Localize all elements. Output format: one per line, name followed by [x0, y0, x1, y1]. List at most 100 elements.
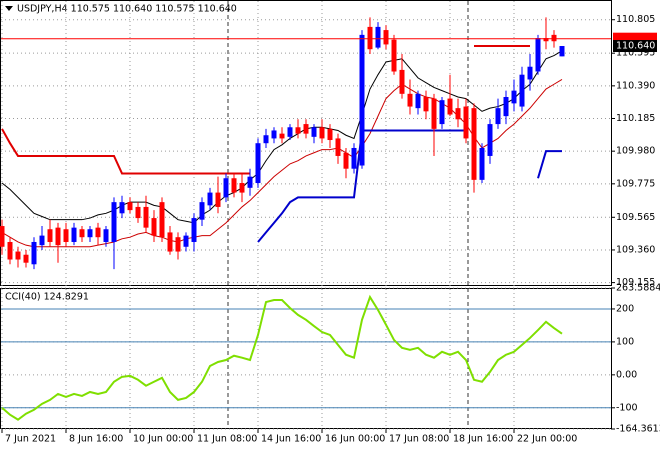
- y-tick-label: 110.805: [616, 14, 655, 25]
- candle-body: [15, 251, 21, 260]
- y-tick-label: 0.00: [616, 369, 637, 380]
- candle-body: [503, 97, 509, 117]
- x-tick-label: 14 Jun 16:00: [261, 434, 321, 445]
- candle-body: [295, 127, 301, 134]
- cci-line: [1, 294, 563, 421]
- candle-body: [55, 227, 61, 246]
- candle-body: [463, 106, 469, 139]
- candle-body: [447, 98, 453, 115]
- candle-body: [287, 127, 293, 137]
- candle-body: [391, 39, 397, 72]
- candle-body: [127, 202, 133, 211]
- y-tick-label: -164.3613: [616, 424, 660, 435]
- candle-body: [95, 227, 101, 238]
- x-tick-label: 11 Jun 08:00: [197, 434, 257, 445]
- y-tick-label: 263.5884: [616, 283, 660, 294]
- y-tick-label: -100: [616, 402, 638, 413]
- cci-title: CCI(40) 124.8291: [5, 292, 89, 303]
- x-tick-label: 10 Jun 00:00: [133, 434, 193, 445]
- candle-body: [487, 124, 493, 156]
- candle-body: [519, 74, 525, 107]
- candle-body: [407, 93, 413, 107]
- candle-body: [191, 218, 197, 242]
- candle-body: [103, 229, 109, 242]
- main-title: USDJPY,H4 110.575 110.640 110.575 110.64…: [17, 4, 237, 15]
- candle-body: [543, 38, 549, 42]
- candle-body: [479, 147, 485, 180]
- candle-body: [263, 135, 269, 144]
- candle-body: [535, 38, 541, 72]
- x-tick-label: 16 Jun 00:00: [325, 434, 385, 445]
- candle-body: [559, 46, 565, 57]
- indicator-line: [1, 79, 563, 248]
- candle-body: [511, 90, 517, 104]
- candle-body: [119, 202, 125, 214]
- candle-body: [303, 124, 309, 134]
- y-tick-label: 109.155: [616, 277, 655, 288]
- price-marker-label: 110.640: [616, 41, 655, 52]
- candle-body: [327, 128, 333, 141]
- candle-body: [415, 93, 421, 109]
- y-tick-label: 100: [616, 336, 634, 347]
- candle-body: [215, 192, 221, 207]
- candle-body: [135, 206, 141, 219]
- candle-body: [335, 138, 341, 156]
- candle-body: [79, 229, 85, 238]
- candle-body: [495, 108, 501, 125]
- x-tick-label: 7 Jun 2021: [5, 434, 56, 445]
- candle-body: [167, 232, 173, 252]
- candle-body: [7, 241, 13, 260]
- candle-body: [143, 206, 149, 228]
- y-tick-label: 109.360: [616, 244, 655, 255]
- x-tick-label: 22 Jun 00:00: [517, 434, 577, 445]
- candle-body: [255, 143, 261, 184]
- candle-body: [367, 26, 373, 50]
- x-tick-label: 17 Jun 08:00: [389, 434, 449, 445]
- candle-body: [247, 176, 253, 188]
- candle-body: [279, 133, 285, 139]
- candle-body: [175, 237, 181, 252]
- candle-body: [311, 127, 317, 137]
- candle-body: [431, 98, 437, 129]
- candle-body: [47, 229, 53, 242]
- candle-body: [159, 202, 165, 238]
- candle-body: [271, 130, 277, 139]
- candle-body: [207, 192, 213, 206]
- candle-body: [199, 202, 205, 220]
- candle-body: [23, 254, 29, 263]
- candle-body: [455, 108, 461, 120]
- y-tick-label: 109.980: [616, 146, 655, 157]
- candle-body: [423, 97, 429, 112]
- y-tick-label: 109.775: [616, 178, 655, 189]
- candle-body: [223, 178, 229, 198]
- candle-body: [439, 100, 445, 125]
- candle-body: [111, 202, 117, 242]
- candle-body: [383, 30, 389, 45]
- indicator-line: [257, 129, 562, 243]
- candle-body: [375, 26, 381, 48]
- candle-body: [39, 235, 45, 246]
- y-tick-label: 110.390: [616, 80, 655, 91]
- candle-body: [63, 229, 69, 242]
- indicator-line: [1, 45, 530, 175]
- y-tick-label: 110.185: [616, 113, 655, 124]
- y-tick-label: 110.595: [616, 48, 655, 59]
- price-marker: [613, 40, 657, 53]
- candle-body: [239, 183, 245, 193]
- candle-body: [551, 34, 557, 42]
- x-tick-label: 8 Jun 16:00: [69, 434, 123, 445]
- candle-body: [231, 178, 237, 193]
- candle-body: [351, 147, 357, 169]
- candle-body: [527, 66, 533, 80]
- candle-body: [343, 152, 349, 169]
- candle-body: [399, 69, 405, 94]
- y-tick-label: 109.565: [616, 212, 655, 223]
- candle-body: [359, 34, 365, 166]
- main-panel-frame: [0, 0, 612, 286]
- candle-body: [0, 226, 5, 247]
- x-tick-label: 18 Jun 16:00: [453, 434, 513, 445]
- indicator-line: [1, 50, 563, 224]
- candle-body: [471, 108, 477, 180]
- candle-body: [31, 241, 37, 265]
